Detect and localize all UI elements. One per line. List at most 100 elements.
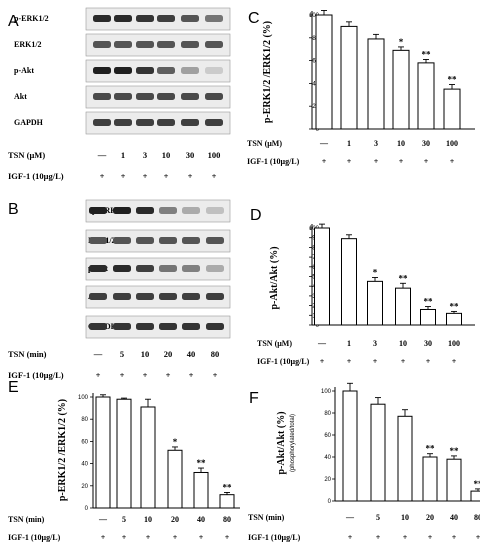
category-label: 20 [426,513,434,522]
blot-row: ERK1/2 [14,33,231,57]
igf-sign: + [122,533,127,542]
category-label: 80 [474,513,480,522]
igf-sign: + [376,533,381,542]
significance-marker: ** [223,482,233,492]
blot-band [205,93,223,100]
igf-sign: + [173,533,178,542]
blot-membrane [85,199,231,223]
dose-label: — [93,349,103,359]
panel-letter: D [250,207,262,224]
y-axis-label: p-ERK1/2 /ERK1/2 (%) [262,21,273,123]
bar [420,308,436,326]
y-tick-label: 20 [81,484,88,490]
igf-sign: + [450,157,455,166]
category-label: 1 [347,339,351,348]
y-tick-label: 20 [324,477,331,483]
blot-protein-label: p-ERK1/2 [92,206,127,215]
y-tick-label: 80 [81,417,88,423]
igf-sign: + [373,357,378,366]
igf-sign: + [143,171,148,181]
igf-sign: + [120,370,125,380]
blot-band [89,207,107,214]
bar [219,494,235,509]
category-label: 40 [450,513,458,522]
significance-marker: ** [426,444,436,454]
panel-letter: A [8,13,19,30]
y-axis-label: p-Akt/Akt (%) [276,411,287,474]
significance-marker: ** [450,446,460,456]
blot-band [89,323,107,330]
igf-label: IGF-1 (10μg/L) [248,533,301,542]
category-label: 20 [171,515,179,524]
blot-band [113,207,131,214]
igf-sign: + [96,370,101,380]
category-label: 100 [446,139,458,148]
blot-band [136,41,154,48]
blot-protein-label: Akt [14,92,27,101]
igf-sign: + [347,157,352,166]
significance-marker: ** [448,75,458,85]
treatment-label: TSN (μM) [257,339,292,348]
panel-letter: F [249,390,259,407]
significance-marker: * [399,37,404,47]
category-label: 1 [347,139,351,148]
blot-band [206,265,224,272]
igf-sign: + [476,533,480,542]
blot-panel-B: Bp-ERK1/2 ERK1/2 p-Akt Akt GAPDH TSN (min) IGF… [8,199,231,380]
blot-band [136,207,154,214]
category-label: — [98,515,108,524]
blot-membrane [85,285,231,309]
igf-sign: + [213,370,218,380]
blot-band [205,41,223,48]
blot-panel-A: Ap-ERK1/2 ERK1/2 p-Akt Akt GAPDH TSN (μM) IGF-… [8,7,231,181]
blot-band [157,67,175,74]
blot-band [205,15,223,22]
y-tick-label: 100 [309,13,320,19]
blot-membrane [85,229,231,253]
y-axis-label: p-ERK1/2 /ERK1/2 (%) [57,399,68,501]
significance-marker: ** [399,273,409,283]
blot-band [157,15,175,22]
y-tick-label: 0 [85,506,89,512]
blot-band [159,237,177,244]
category-label: 10 [401,513,409,522]
chart-panel-F: F 0 20 40 60 80 100 p-Akt/Akt (%) (phosphorylate… [248,382,480,542]
bar [446,312,462,326]
bar [422,456,438,502]
category-label: 40 [197,515,205,524]
bar [167,449,183,509]
blot-row: p-Akt [85,257,231,281]
blot-band [181,119,199,126]
blot-band [182,207,200,214]
blot-band [182,293,200,300]
blot-band [113,323,131,330]
bar [417,62,435,130]
igf-sign: + [143,370,148,380]
bar [314,227,330,326]
igf-sign: + [320,357,325,366]
category-label: 3 [374,139,378,148]
igf-sign: + [188,171,193,181]
dose-label: 20 [164,349,173,359]
igf-sign: + [426,357,431,366]
blot-row: p-ERK1/2 [85,199,231,223]
bar [342,390,358,502]
y-tick-label: 60 [324,433,331,439]
blot-protein-label: p-Akt [14,66,34,75]
bar [470,490,480,502]
blot-band [93,15,111,22]
category-label: — [319,139,329,148]
blot-band [181,93,199,100]
igf-sign: + [428,533,433,542]
blot-band [182,265,200,272]
igf-sign: + [347,357,352,366]
treatment-label: TSN (μM) [247,139,282,148]
category-label: 100 [448,339,460,348]
blot-band [181,67,199,74]
igf-sign: + [399,157,404,166]
bar [340,25,358,130]
blot-band [206,207,224,214]
blot-band [89,237,107,244]
dose-label: 40 [187,349,196,359]
bar [443,88,461,130]
